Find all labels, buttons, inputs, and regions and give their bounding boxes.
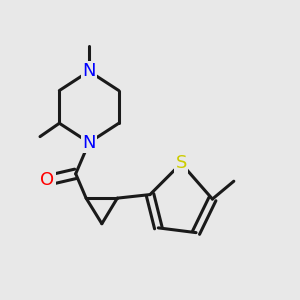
Text: N: N bbox=[82, 62, 96, 80]
Text: N: N bbox=[82, 134, 96, 152]
Text: O: O bbox=[40, 171, 55, 189]
Text: S: S bbox=[176, 154, 187, 172]
